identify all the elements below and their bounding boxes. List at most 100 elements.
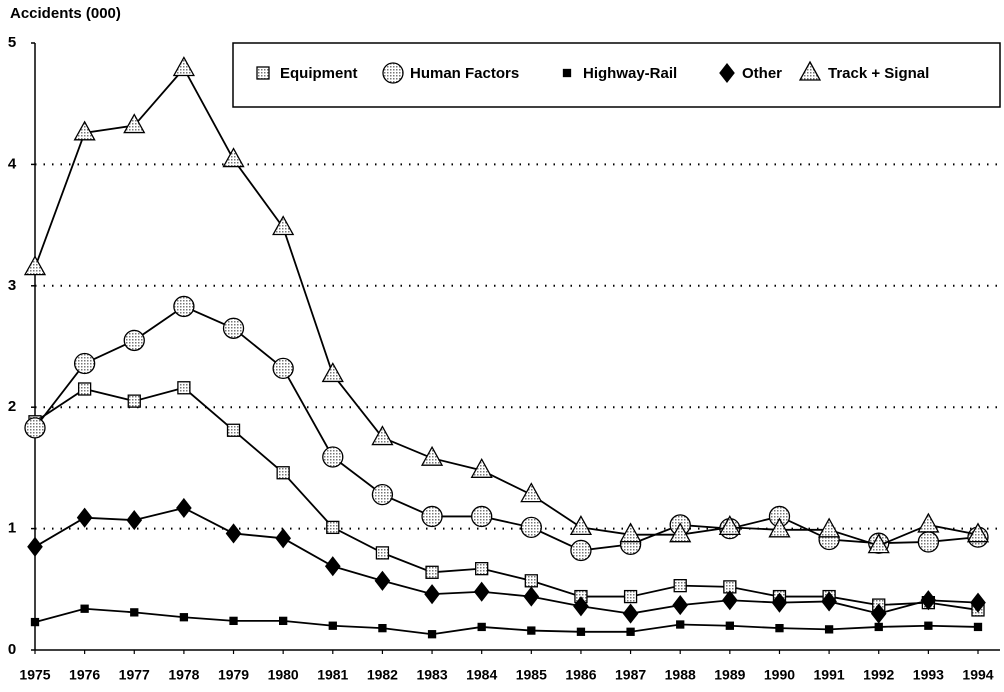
data-point — [326, 520, 340, 535]
x-tick-label: 1979 — [218, 667, 249, 683]
data-point — [427, 630, 437, 639]
data-point — [524, 574, 538, 588]
y-tick-label: 2 — [8, 398, 16, 415]
data-point — [27, 536, 43, 557]
data-point — [173, 295, 195, 318]
data-point — [23, 255, 47, 276]
data-point — [917, 512, 940, 533]
series-line — [34, 386, 979, 611]
x-tick-label: 1987 — [615, 667, 646, 683]
data-point — [126, 510, 143, 531]
data-point — [80, 604, 89, 613]
data-point — [272, 215, 295, 236]
data-point — [473, 581, 490, 602]
data-point — [322, 446, 344, 468]
data-point — [622, 603, 639, 624]
data-point — [76, 507, 93, 528]
legend-marker — [719, 62, 735, 84]
y-tick-label: 1 — [8, 520, 16, 537]
data-point — [272, 357, 294, 380]
data-point — [73, 120, 96, 141]
data-point — [123, 113, 146, 134]
data-point — [917, 531, 940, 553]
legend-marker — [798, 60, 822, 81]
data-point — [576, 627, 586, 636]
data-point — [768, 517, 791, 538]
legend-label: Equipment — [280, 65, 358, 82]
data-point — [824, 625, 834, 634]
data-point — [573, 596, 589, 617]
x-tick-label: 1994 — [962, 667, 993, 683]
series-line — [34, 607, 979, 636]
data-point — [324, 556, 341, 577]
y-tick-label: 4 — [8, 155, 17, 172]
data-point — [570, 539, 592, 562]
data-point — [672, 595, 689, 616]
data-point — [520, 516, 542, 539]
x-tick-label: 1981 — [317, 667, 348, 683]
data-point — [569, 515, 593, 536]
data-point — [821, 591, 837, 612]
data-point — [425, 565, 439, 579]
data-point — [73, 352, 96, 375]
x-tick-label: 1984 — [466, 667, 497, 683]
data-point — [229, 616, 238, 626]
data-point — [523, 586, 540, 607]
data-point — [771, 592, 788, 613]
x-tick-label: 1992 — [863, 667, 894, 683]
data-point — [225, 523, 242, 544]
legend-label: Highway-Rail — [583, 65, 677, 82]
y-tick-label: 5 — [8, 34, 16, 51]
data-point — [177, 381, 191, 395]
data-point — [527, 626, 536, 635]
data-point — [973, 622, 983, 632]
data-point — [874, 622, 883, 632]
data-point — [279, 616, 288, 626]
data-point — [24, 417, 46, 439]
y-tick-label: 3 — [8, 277, 16, 294]
data-point — [619, 522, 642, 543]
data-point — [375, 546, 390, 560]
data-point — [371, 425, 394, 446]
data-point — [673, 579, 687, 593]
x-tick-label: 1983 — [416, 667, 447, 683]
data-point — [725, 621, 734, 630]
data-point — [420, 445, 444, 466]
data-point — [475, 562, 489, 576]
data-point — [222, 147, 245, 168]
data-point — [920, 590, 937, 611]
data-point — [321, 362, 344, 383]
data-point — [775, 623, 784, 633]
data-point — [477, 622, 486, 632]
series-line — [34, 305, 979, 552]
data-point — [371, 483, 394, 506]
x-tick-label: 1980 — [268, 667, 299, 683]
legend-box — [232, 42, 1001, 108]
data-point — [127, 394, 141, 408]
data-point — [30, 617, 40, 627]
data-point — [130, 608, 139, 617]
data-point — [722, 590, 738, 611]
data-point — [123, 329, 145, 352]
legend-marker — [382, 62, 404, 84]
data-point — [867, 533, 890, 554]
data-point — [520, 482, 543, 503]
x-tick-label: 1988 — [665, 667, 696, 683]
x-tick-label: 1975 — [19, 667, 50, 683]
y-tick-label: 0 — [8, 641, 16, 658]
legend-label: Track + Signal — [828, 65, 929, 82]
data-point — [966, 522, 990, 543]
x-tick-label: 1985 — [516, 667, 547, 683]
data-point — [172, 56, 195, 77]
legend-label: Other — [742, 65, 782, 82]
y-axis-label: Accidents (000) — [10, 5, 121, 22]
x-tick-label: 1989 — [714, 667, 745, 683]
x-tick-label: 1993 — [913, 667, 944, 683]
data-point — [669, 522, 692, 543]
x-tick-label: 1986 — [565, 667, 596, 683]
legend-marker — [256, 66, 270, 80]
data-point — [471, 505, 493, 528]
x-tick-label: 1982 — [367, 667, 398, 683]
legend-label: Human Factors — [410, 65, 519, 82]
